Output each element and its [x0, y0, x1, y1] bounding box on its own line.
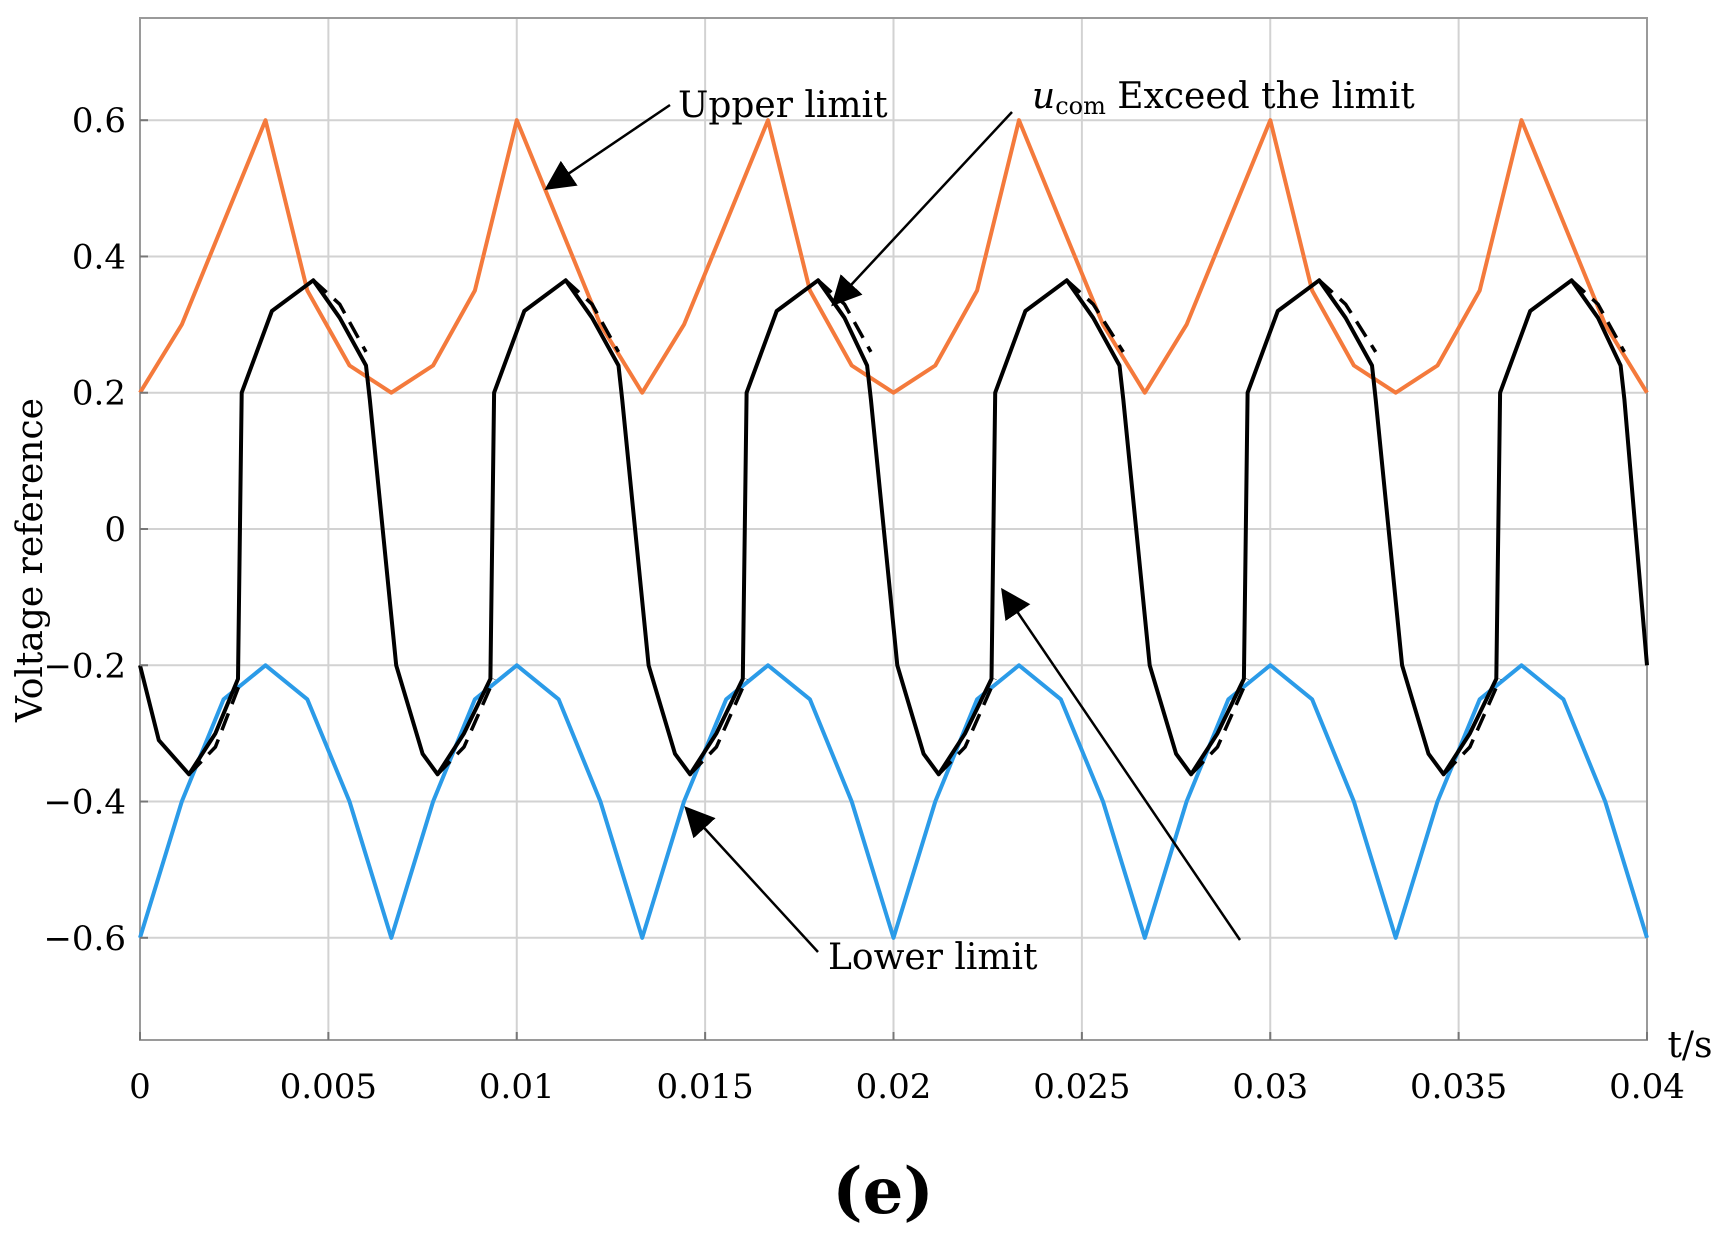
- annotation-exceed-u: u: [1032, 76, 1055, 117]
- x-tick-label-2: 0.01: [479, 1067, 555, 1107]
- annotation-exceed-arrow: [831, 111, 1013, 307]
- exceed-segment-6: [1065, 279, 1125, 353]
- exceed-segment-1: [187, 678, 244, 776]
- tick-layer: 0 0.005 0.01 0.015 0.02 0.025 0.03 0.035 0.04 0.6…: [43, 101, 1684, 1107]
- series-line-2: [138, 278, 1649, 777]
- annotation-exceed-sub: com: [1055, 92, 1106, 120]
- exceed-segment-11: [1442, 678, 1502, 776]
- y-tick-label-3: 0: [104, 510, 126, 550]
- annotation-lower-limit: Lower limit: [828, 937, 1038, 978]
- y-tick-label-4: −0.2: [43, 646, 126, 686]
- x-tick-label-4: 0.02: [856, 1067, 932, 1107]
- exceed-segment-8: [1318, 279, 1378, 353]
- y-tick-label-1: 0.4: [72, 237, 126, 277]
- y-tick-label-5: −0.4: [43, 783, 126, 823]
- y-tick-label-0: 0.6: [72, 101, 126, 141]
- panel-label: (e): [832, 1154, 933, 1229]
- annotation-upper-limit-arrow: [544, 103, 671, 191]
- x-tick-label-3: 0.015: [656, 1067, 753, 1107]
- exceed-segment-3: [436, 678, 496, 776]
- y-tick-label-6: −0.6: [43, 919, 126, 959]
- x-tick-label-0: 0: [129, 1067, 151, 1107]
- annotation-upper-limit: Upper limit: [678, 85, 888, 126]
- annotation-jump-arrow: [1001, 587, 1242, 941]
- annotation-exceed-text: Exceed the limit: [1106, 76, 1415, 117]
- y-axis-label: Voltage reference: [10, 398, 51, 723]
- exceed-segment-5: [688, 678, 749, 776]
- x-tick-label-1: 0.005: [280, 1067, 377, 1107]
- x-axis-label: t/s: [1667, 1025, 1712, 1066]
- series-layer: [138, 118, 1649, 940]
- annotation-layer: Upper limit ucom Exceed the limit Lower …: [544, 76, 1415, 978]
- series-line-0: [138, 118, 1649, 395]
- x-tick-label-8: 0.04: [1609, 1067, 1685, 1107]
- x-tick-label-5: 0.025: [1033, 1067, 1130, 1107]
- exceed-segment-2: [564, 279, 621, 353]
- exceed-segment-9: [1189, 678, 1250, 776]
- x-tick-label-6: 0.03: [1232, 1067, 1308, 1107]
- y-tick-label-2: 0.2: [72, 374, 126, 414]
- x-tick-label-7: 0.035: [1410, 1067, 1507, 1107]
- exceed-segment-10: [1570, 279, 1626, 353]
- series-line-1: [138, 663, 1649, 940]
- exceed-segment-7: [937, 678, 997, 776]
- grid: [139, 18, 1648, 1040]
- annotation-exceed-limit: ucom Exceed the limit: [1032, 76, 1415, 120]
- annotation-lower-limit-arrow: [684, 806, 819, 953]
- exceed-segment-0: [312, 279, 368, 353]
